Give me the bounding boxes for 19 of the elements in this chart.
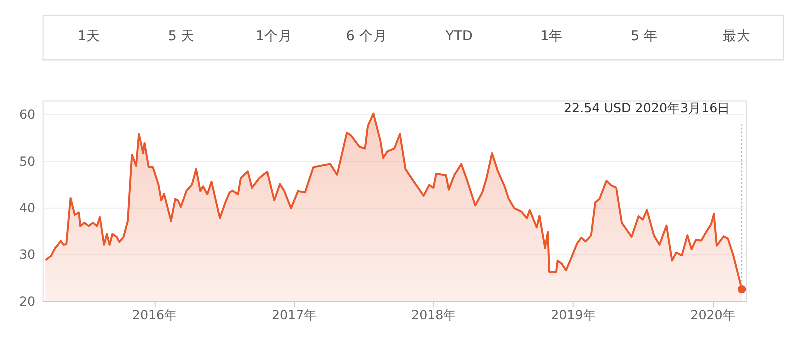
text: 6 个月 <box>346 28 388 44</box>
x-tick-label: 2020年 <box>690 307 736 322</box>
text: YTD <box>444 28 473 44</box>
y-tick-label: 30 <box>19 247 36 262</box>
x-tick-label: 2017年 <box>272 307 318 322</box>
y-tick-label: 50 <box>19 154 36 169</box>
x-tick-label: 2018年 <box>412 307 457 322</box>
text: 5 天 <box>168 28 196 44</box>
text: 5 年 <box>630 28 658 44</box>
x-tick-label: 2016年 <box>132 307 178 322</box>
text: 最大 <box>723 28 752 44</box>
text: 1天 <box>78 28 100 44</box>
y-tick-label: 20 <box>19 294 36 309</box>
annotation: 22.54 USD 2020年3月16日 <box>564 100 731 116</box>
text: 1个月 <box>256 28 293 44</box>
y-tick-label: 60 <box>19 107 36 122</box>
y-tick-label: 40 <box>19 200 36 216</box>
text: 1年 <box>540 28 564 44</box>
x-tick-label: 2019年 <box>551 307 596 322</box>
